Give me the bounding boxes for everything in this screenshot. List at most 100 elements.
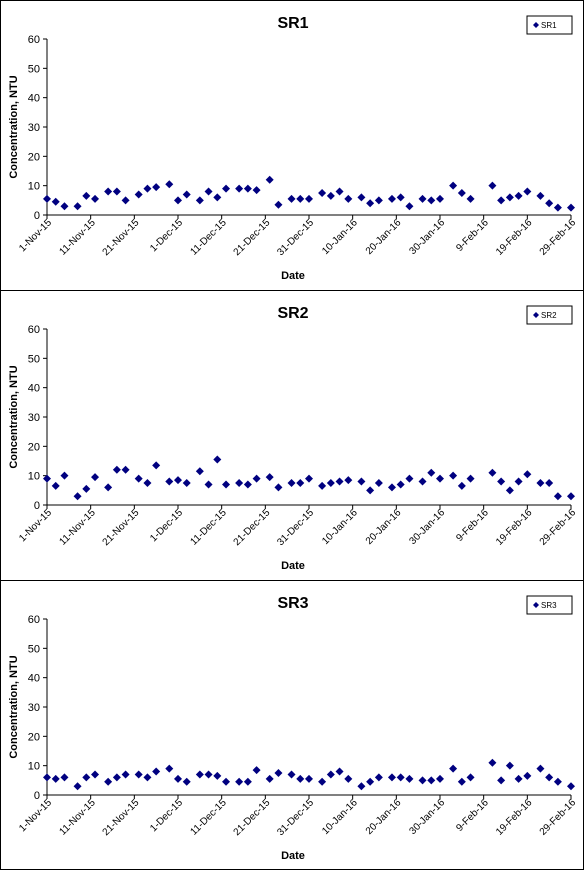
chart-panel-sr2: SR2 0 10 20 30 40 50 60 1-Nov-15 11-Nov-15 21-Nov-… bbox=[0, 290, 584, 581]
x-tick-label: 11-Nov-15 bbox=[58, 217, 99, 258]
chart-panel-sr1: SR1 0 10 20 30 40 50 60 1-Nov-15 11-Nov-15 21-Nov-… bbox=[0, 0, 584, 291]
x-tick-label: 1-Dec-15 bbox=[148, 797, 185, 834]
data-point bbox=[523, 771, 532, 780]
data-point bbox=[488, 758, 497, 767]
data-point bbox=[387, 773, 396, 782]
data-point bbox=[357, 477, 366, 486]
data-point bbox=[523, 470, 532, 479]
data-point bbox=[488, 468, 497, 477]
legend: SR2 bbox=[526, 305, 573, 325]
y-tick-label: 50 bbox=[28, 63, 40, 75]
data-point bbox=[418, 194, 427, 203]
data-point bbox=[457, 189, 466, 197]
data-point bbox=[296, 774, 305, 783]
data-point bbox=[366, 199, 375, 208]
data-point bbox=[43, 194, 51, 203]
data-point bbox=[427, 468, 436, 477]
data-point bbox=[344, 194, 353, 203]
data-point bbox=[73, 782, 82, 791]
data-point bbox=[553, 203, 562, 212]
data-point bbox=[51, 481, 60, 490]
data-point bbox=[553, 492, 562, 501]
y-tick-label: 10 bbox=[28, 181, 40, 193]
data-point bbox=[60, 471, 69, 480]
x-tick-label: 21-Nov-15 bbox=[101, 797, 142, 838]
data-point bbox=[553, 777, 562, 786]
data-point bbox=[235, 184, 244, 193]
data-point bbox=[152, 767, 161, 776]
chart-panel-sr3: SR3 0 10 20 30 40 50 60 1-Nov-15 11-Nov-15 21-Nov-… bbox=[0, 580, 584, 870]
legend-label: SR3 bbox=[541, 601, 557, 610]
data-point bbox=[51, 197, 60, 206]
y-tick-label: 60 bbox=[28, 324, 40, 336]
legend-label: SR2 bbox=[541, 311, 557, 320]
data-point bbox=[152, 461, 161, 470]
x-tick-label: 10-Jan-16 bbox=[320, 217, 360, 257]
data-point bbox=[488, 181, 497, 190]
data-point bbox=[174, 774, 182, 783]
data-point bbox=[73, 202, 82, 211]
data-point bbox=[73, 492, 82, 501]
x-tick-label: 10-Jan-16 bbox=[320, 507, 360, 547]
data-point bbox=[182, 777, 191, 786]
data-point bbox=[134, 770, 143, 779]
data-point bbox=[418, 477, 427, 486]
data-point bbox=[326, 770, 335, 779]
x-tick-label: 1-Dec-15 bbox=[148, 507, 185, 544]
data-point bbox=[243, 480, 252, 489]
data-point bbox=[43, 474, 51, 483]
data-point bbox=[505, 761, 514, 770]
data-point bbox=[305, 474, 313, 483]
data-point bbox=[60, 202, 69, 211]
data-point bbox=[287, 479, 296, 487]
data-point bbox=[427, 776, 436, 785]
data-point bbox=[449, 471, 458, 480]
data-point bbox=[536, 479, 545, 487]
y-tick-label: 20 bbox=[28, 441, 40, 453]
data-point bbox=[182, 190, 191, 199]
chart-svg-sr3: SR3 0 10 20 30 40 50 60 1-Nov-15 11-Nov-15 21-Nov-… bbox=[8, 595, 578, 862]
x-tick-label: 1-Nov-15 bbox=[17, 217, 54, 254]
y-tick-label: 30 bbox=[28, 412, 40, 424]
data-point bbox=[104, 187, 113, 196]
data-point bbox=[165, 764, 174, 773]
y-tick-label: 40 bbox=[28, 383, 40, 395]
data-point bbox=[287, 194, 296, 203]
data-point bbox=[514, 477, 523, 486]
data-point bbox=[305, 194, 313, 203]
data-point bbox=[143, 184, 152, 193]
data-point bbox=[182, 479, 191, 487]
data-point bbox=[287, 770, 296, 779]
data-point bbox=[357, 782, 366, 791]
data-point bbox=[497, 477, 506, 486]
data-point bbox=[296, 194, 305, 203]
data-point bbox=[82, 191, 91, 200]
data-point bbox=[396, 773, 405, 782]
x-tick-label: 1-Nov-15 bbox=[17, 797, 54, 834]
data-point bbox=[514, 191, 523, 200]
x-tick-label: 20-Jan-16 bbox=[364, 507, 404, 547]
legend-box bbox=[526, 305, 573, 325]
data-point bbox=[466, 773, 475, 782]
y-tick-label: 50 bbox=[28, 643, 40, 655]
data-point bbox=[235, 479, 244, 487]
x-tick-label: 29-Feb-16 bbox=[538, 217, 579, 258]
data-point bbox=[265, 774, 274, 783]
data-point bbox=[252, 474, 261, 483]
data-point bbox=[143, 773, 152, 782]
data-point bbox=[213, 193, 222, 202]
x-tick-label: 31-Dec-15 bbox=[275, 217, 316, 258]
x-tick-label: 1-Dec-15 bbox=[148, 217, 185, 254]
data-point bbox=[305, 774, 313, 783]
data-point bbox=[318, 481, 327, 490]
data-point bbox=[112, 773, 121, 782]
data-point bbox=[134, 190, 143, 199]
x-axis-title: Date bbox=[281, 270, 305, 282]
data-point bbox=[195, 196, 204, 205]
data-point bbox=[252, 186, 261, 195]
data-point bbox=[265, 473, 274, 482]
data-point bbox=[505, 193, 514, 202]
data-point bbox=[91, 473, 100, 482]
x-tick-label: 21-Dec-15 bbox=[232, 797, 273, 838]
y-tick-label: 0 bbox=[34, 500, 40, 512]
